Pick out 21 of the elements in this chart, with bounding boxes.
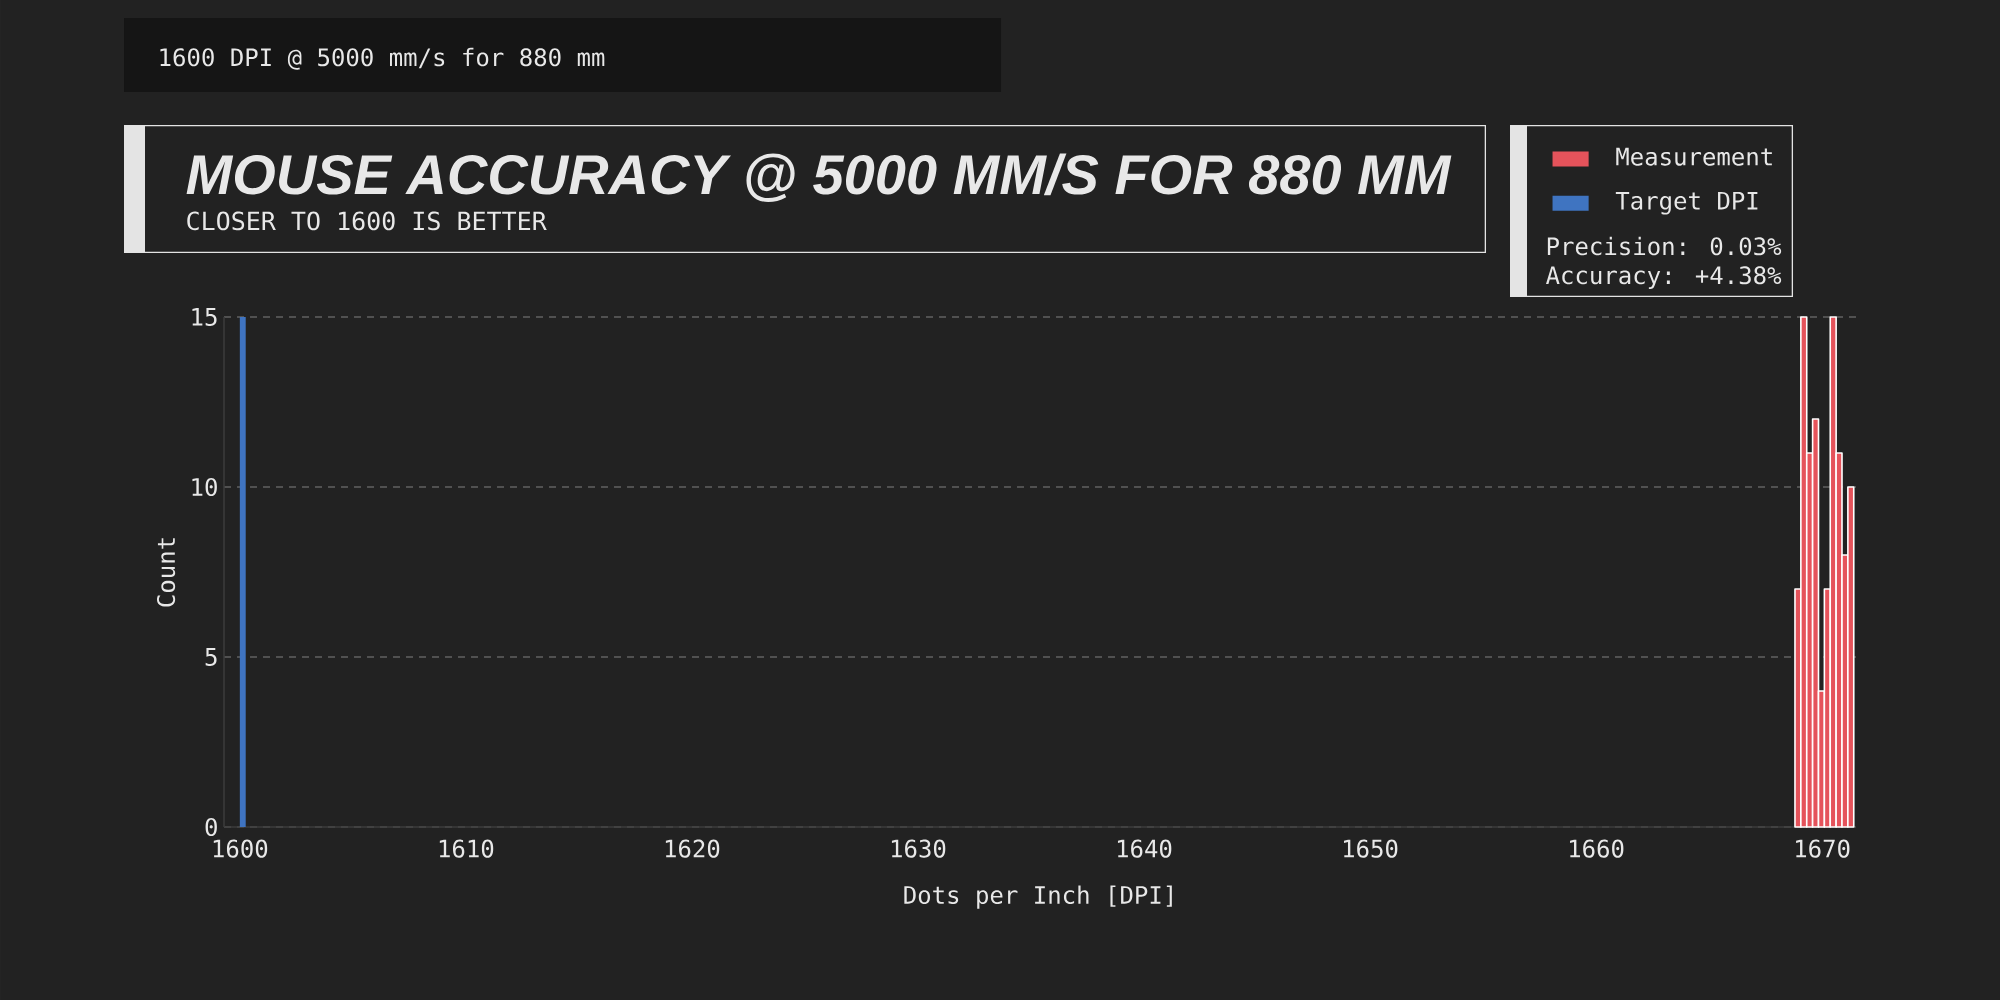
legend-label: Measurement [1616,147,1772,166]
x-axis-title: Dots per Inch [DPI] [904,885,1172,909]
chart-subtitle: CLOSER TO 1600 IS BETTER [187,211,547,231]
y-tick-label: 0 [205,817,217,837]
y-tick-label: 10 [192,477,217,497]
text: Accuracy: +4.38% [1546,266,1782,290]
x-tick-label: 1640 [1117,839,1172,858]
x-tick-label: 1600 [213,839,268,858]
y-tick-label: 15 [192,308,217,326]
y-axis-title: Count [156,538,176,607]
text: Precision: 0.03% [1547,236,1782,256]
x-tick-label: 1620 [665,839,720,858]
chart-title: MOUSE ACCURACY @ 5000 MM/S FOR 880 MM [186,153,1452,203]
text: 1600 DPI @ 5000 mm/s for 880 mm [160,47,605,70]
x-tick-label: 1650 [1344,839,1398,858]
x-tick-label: 1630 [891,839,946,858]
y-tick-label: 5 [205,648,217,666]
x-tick-label: 1610 [439,839,494,858]
x-tick-label: 1670 [1796,839,1850,858]
legend-label: Target DPI [1615,191,1758,215]
x-tick-label: 1660 [1570,839,1624,858]
